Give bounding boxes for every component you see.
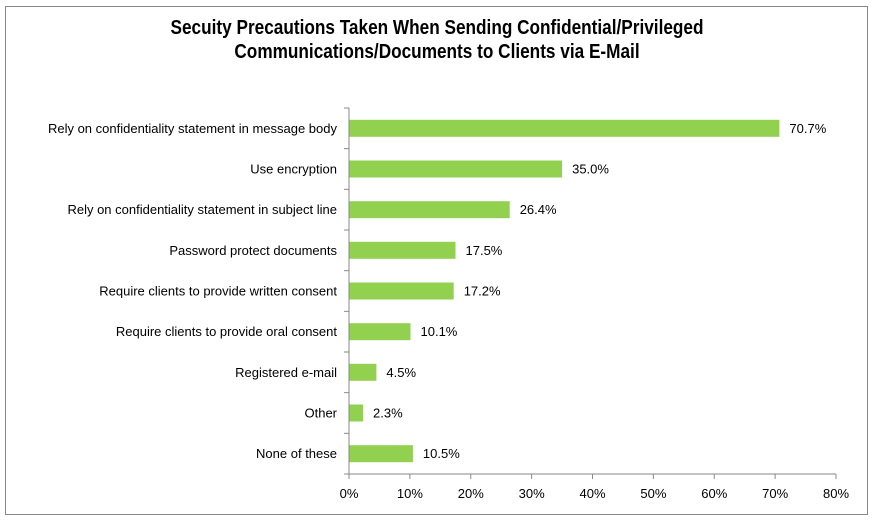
bar <box>349 445 413 463</box>
x-tick-label: 20% <box>458 486 484 501</box>
chart-title: Secuity Precautions Taken When Sending C… <box>96 16 779 64</box>
data-label: 10.5% <box>423 446 460 461</box>
x-tick-label: 80% <box>823 486 849 501</box>
category-label: Require clients to provide oral consent <box>116 324 338 339</box>
x-tick-label: 30% <box>519 486 545 501</box>
category-label: Other <box>304 406 337 421</box>
bar <box>349 119 780 137</box>
category-label: None of these <box>256 446 337 461</box>
data-label: 70.7% <box>789 121 826 136</box>
x-tick-label: 0% <box>340 486 359 501</box>
category-label: Registered e-mail <box>235 365 337 380</box>
chart-title-line-1: Secuity Precautions Taken When Sending C… <box>170 17 704 39</box>
x-tick-label: 60% <box>701 486 727 501</box>
data-label: 17.2% <box>464 284 501 299</box>
bar <box>349 160 563 178</box>
bar <box>349 241 456 259</box>
bar <box>349 323 411 341</box>
category-label: Use encryption <box>250 162 337 177</box>
x-tick-label: 10% <box>397 486 423 501</box>
data-label: 10.1% <box>421 324 458 339</box>
x-tick-label: 40% <box>579 486 605 501</box>
bar <box>349 282 454 300</box>
bar <box>349 404 363 422</box>
x-tick-label: 50% <box>640 486 666 501</box>
category-label: Rely on confidentiality statement in sub… <box>67 202 337 217</box>
x-tick-label: 70% <box>762 486 788 501</box>
category-label: Password protect documents <box>169 243 337 258</box>
chart-frame <box>5 6 868 515</box>
bar <box>349 201 510 219</box>
category-label: Require clients to provide written conse… <box>99 284 337 299</box>
data-label: 26.4% <box>520 202 557 217</box>
data-label: 4.5% <box>386 365 416 380</box>
bar <box>349 363 377 381</box>
category-label: Rely on confidentiality statement in mes… <box>48 121 338 136</box>
chart-title-line-2: Communications/Documents to Clients via … <box>234 41 640 63</box>
data-label: 2.3% <box>373 406 403 421</box>
data-label: 17.5% <box>466 243 503 258</box>
data-label: 35.0% <box>572 162 609 177</box>
